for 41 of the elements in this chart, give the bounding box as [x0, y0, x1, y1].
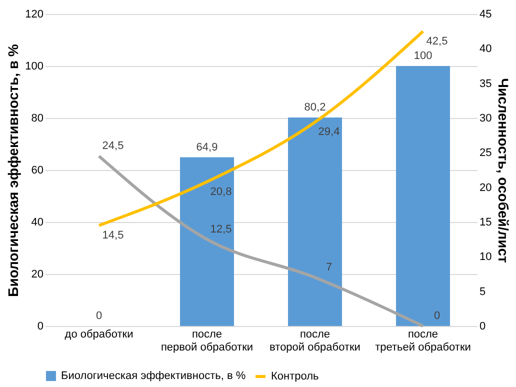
data-label: 29,4	[318, 126, 340, 138]
y2-tick-label: 5	[480, 286, 486, 298]
bar	[288, 117, 342, 326]
y-axis-title: Биологическая эффективность, в %	[5, 44, 22, 297]
y2-tick-label: 0	[480, 320, 486, 332]
data-label: 0	[434, 310, 440, 322]
line-series	[98, 154, 424, 328]
y-tick-label: 20	[31, 268, 44, 280]
x-tick-label: после второй обработки	[270, 328, 360, 354]
y2-tick-label: 25	[480, 147, 492, 160]
data-label: 0	[96, 310, 102, 322]
bar	[396, 66, 450, 326]
y-tick-label: 80	[31, 112, 44, 124]
y2-tick-label: 20	[480, 182, 492, 194]
data-label: 7	[326, 261, 332, 274]
data-label: 20,8	[210, 186, 232, 198]
x-tick-label: до обработки	[64, 328, 134, 340]
y-tick-label: 60	[31, 164, 44, 176]
y2-axis-title: Численность, особей/лист	[496, 78, 512, 264]
y2-tick-label: 30	[480, 112, 492, 124]
bar	[180, 157, 234, 326]
x-tick-label: после первой обработки	[160, 328, 254, 354]
data-label: 14,5	[102, 229, 124, 242]
y2-tick-label: 15	[480, 216, 492, 228]
data-label: 24,5	[102, 140, 124, 152]
legend-label: Контроль	[271, 370, 320, 382]
data-label: 80,2	[304, 101, 326, 114]
x-tick-label: после третьей обработки	[375, 328, 471, 354]
y-tick-label: 0	[37, 320, 44, 332]
data-label: 64,9	[196, 141, 218, 154]
y2-tick-label: 10	[480, 251, 492, 264]
y-tick-label: 40	[31, 216, 44, 228]
legend-label: Биологическая эффективность, в %	[61, 370, 246, 382]
data-label: 100	[414, 50, 432, 62]
y2-tick-label: 45	[480, 8, 492, 20]
data-label: 42,5	[426, 35, 448, 48]
y2-tick-label: 35	[480, 78, 492, 90]
data-label: 12,5	[210, 223, 232, 236]
y-tick-label: 120	[25, 8, 44, 20]
y-tick-label: 100	[25, 60, 44, 72]
y2-tick-label: 40	[480, 43, 492, 56]
